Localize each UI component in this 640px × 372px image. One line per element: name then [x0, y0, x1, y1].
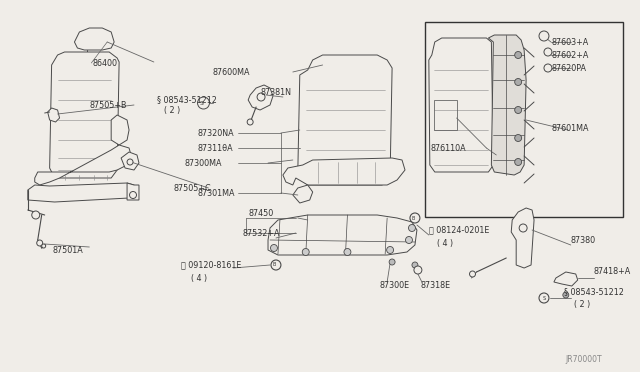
Text: ( 4 ): ( 4 )	[191, 273, 207, 282]
Circle shape	[563, 292, 569, 298]
Text: 86400: 86400	[92, 58, 117, 67]
Circle shape	[515, 135, 522, 141]
Circle shape	[539, 31, 549, 41]
Circle shape	[470, 271, 476, 277]
Text: 87602+A: 87602+A	[552, 51, 589, 60]
Polygon shape	[127, 183, 139, 200]
Circle shape	[42, 244, 45, 248]
Text: § 08543-51212: § 08543-51212	[564, 288, 624, 296]
Text: 87300E: 87300E	[379, 280, 410, 289]
Circle shape	[36, 240, 43, 246]
Text: Ⓑ 09120-8161E: Ⓑ 09120-8161E	[180, 260, 241, 269]
Polygon shape	[111, 115, 129, 145]
Circle shape	[515, 51, 522, 58]
Text: 87380: 87380	[571, 235, 596, 244]
Polygon shape	[283, 158, 405, 185]
Text: 87501A: 87501A	[52, 246, 83, 254]
Polygon shape	[74, 28, 114, 50]
Circle shape	[408, 224, 415, 231]
Polygon shape	[488, 35, 526, 175]
Circle shape	[412, 262, 418, 268]
Circle shape	[414, 266, 422, 274]
Circle shape	[344, 248, 351, 256]
Text: 87418+A: 87418+A	[594, 267, 631, 276]
Circle shape	[544, 48, 552, 56]
Polygon shape	[248, 85, 273, 110]
Text: 87300MA: 87300MA	[184, 158, 222, 167]
Text: S: S	[200, 100, 204, 106]
Polygon shape	[293, 185, 313, 203]
Text: ( 2 ): ( 2 )	[164, 106, 180, 115]
Text: § 08543-51212: § 08543-51212	[157, 96, 217, 105]
Text: 87532+A: 87532+A	[242, 228, 280, 237]
Text: 87601MA: 87601MA	[552, 124, 589, 132]
Circle shape	[389, 259, 395, 265]
Polygon shape	[121, 152, 139, 170]
Text: 87505+C: 87505+C	[173, 183, 211, 192]
Text: 87318E: 87318E	[421, 280, 451, 289]
Polygon shape	[50, 52, 119, 178]
Circle shape	[515, 106, 522, 113]
Circle shape	[519, 224, 527, 232]
Text: 87505+B: 87505+B	[90, 100, 127, 109]
Polygon shape	[511, 208, 534, 268]
Circle shape	[302, 248, 309, 256]
Text: Ⓑ 08124-0201E: Ⓑ 08124-0201E	[429, 225, 489, 234]
Circle shape	[257, 93, 265, 101]
Circle shape	[544, 64, 552, 72]
Circle shape	[515, 78, 522, 86]
Polygon shape	[429, 38, 493, 172]
Polygon shape	[35, 145, 131, 185]
Text: 87311θA: 87311θA	[198, 144, 233, 153]
Circle shape	[127, 159, 133, 165]
Text: ( 2 ): ( 2 )	[573, 301, 590, 310]
Polygon shape	[268, 215, 417, 255]
Text: 87381N: 87381N	[260, 87, 291, 96]
Text: S: S	[543, 295, 545, 301]
Text: ( 4 ): ( 4 )	[436, 238, 453, 247]
Polygon shape	[298, 55, 392, 185]
Text: 87450: 87450	[248, 208, 273, 218]
Circle shape	[129, 192, 136, 199]
Bar	[425, 22, 623, 217]
Text: JR70000T: JR70000T	[566, 356, 602, 365]
Polygon shape	[28, 183, 137, 202]
Circle shape	[271, 244, 278, 251]
Circle shape	[32, 211, 40, 219]
Circle shape	[387, 247, 394, 253]
Circle shape	[406, 237, 412, 244]
Text: B: B	[272, 263, 276, 267]
Circle shape	[410, 213, 420, 223]
Text: B: B	[412, 215, 415, 221]
Text: 87600MA: 87600MA	[212, 67, 250, 77]
Text: 87301MA: 87301MA	[198, 189, 235, 198]
Circle shape	[198, 97, 209, 109]
Polygon shape	[47, 108, 60, 122]
Circle shape	[539, 293, 549, 303]
Text: 876110A: 876110A	[431, 144, 467, 153]
Text: 87320NA: 87320NA	[198, 128, 234, 138]
Circle shape	[247, 119, 253, 125]
Text: 87620PA: 87620PA	[552, 64, 587, 73]
Circle shape	[271, 260, 281, 270]
Polygon shape	[554, 272, 578, 286]
Circle shape	[515, 158, 522, 166]
Text: 87603+A: 87603+A	[552, 38, 589, 46]
